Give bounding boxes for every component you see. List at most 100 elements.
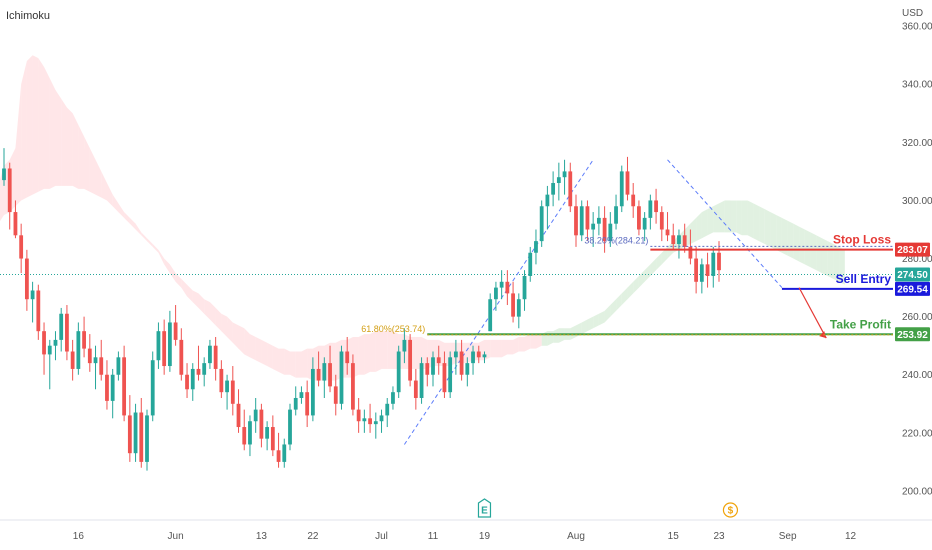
trend-lines[interactable] [403, 159, 783, 445]
candle [419, 363, 424, 398]
candle [213, 345, 218, 369]
time-axis[interactable]: 16 Jun 13 22 Jul 11 19 Aug 15 23 Sep 12 [73, 531, 857, 542]
candle [631, 194, 636, 207]
candle [65, 313, 69, 352]
cloud-segment [26, 55, 33, 198]
cloud-segment [198, 293, 205, 314]
candle [591, 223, 596, 230]
cloud-segment [290, 351, 296, 378]
candle [494, 287, 498, 300]
cloud-segment [66, 107, 73, 186]
cloud-segment [644, 264, 651, 282]
candle [162, 331, 167, 367]
candle [465, 363, 470, 375]
candle [585, 206, 590, 230]
cloud-segment [656, 252, 662, 271]
cloud-segment [118, 203, 125, 218]
cloud-segment [249, 334, 256, 361]
stop-loss-price-tag [895, 242, 930, 257]
trade-levels[interactable]: Stop Loss Sell Entry Take Profit [427, 233, 893, 339]
price-tick-label: 200.00 [902, 486, 932, 497]
cloud-segment [381, 331, 388, 369]
time-tick-label: 12 [845, 531, 857, 542]
time-tick-label: 13 [256, 531, 268, 542]
time-tick-label: 23 [713, 531, 725, 542]
cloud-segment [278, 348, 285, 375]
cloud-segment [558, 328, 565, 343]
cloud-segment [358, 334, 365, 375]
candle [47, 345, 52, 355]
cloud-segment [690, 217, 697, 245]
cloud-segment [661, 246, 668, 265]
cloud-segment [106, 183, 113, 207]
cloud-segment [627, 281, 634, 300]
candle [316, 368, 321, 381]
candle [471, 351, 475, 364]
candle [196, 368, 201, 375]
cloud-segment [553, 328, 559, 343]
event-markers[interactable]: E $ [477, 498, 739, 518]
candle [431, 357, 435, 375]
cloud-segment [770, 212, 777, 250]
cloud-segment [15, 84, 22, 207]
dividend-icon [722, 502, 739, 518]
candle [413, 380, 418, 398]
candle [619, 171, 624, 207]
candle [225, 380, 229, 393]
cloud-segment [158, 249, 165, 265]
candle [265, 427, 270, 439]
cloud-segment [776, 214, 782, 253]
candle [528, 252, 533, 276]
price-tick-label: 220.00 [902, 428, 932, 439]
candle [659, 212, 664, 230]
currency-label: USD [902, 8, 923, 19]
candle [99, 357, 104, 375]
price-tick-label: 260.00 [902, 312, 932, 323]
cloud-segment [719, 200, 725, 233]
sell-entry-label: Sell Entry [836, 272, 892, 286]
current-price-tag [895, 267, 930, 282]
earnings-icon-glyph: E [481, 506, 488, 517]
cloud-segment [616, 293, 622, 311]
candle [368, 418, 372, 425]
cloud-segment [507, 339, 514, 355]
cloud-segment [724, 200, 731, 233]
cloud-segment [364, 334, 371, 375]
cloud-segment [759, 206, 765, 245]
candle [608, 223, 613, 242]
cloud-segment [141, 232, 147, 242]
cloud-segment [221, 313, 228, 337]
cloud-segment [244, 328, 250, 358]
fibonacci-levels[interactable]: 61.80%(253.74) 38.20%(284.21) [361, 235, 893, 336]
cloud-segment [530, 334, 536, 349]
candle [219, 368, 224, 393]
cloud-segment [833, 244, 840, 282]
candle [682, 235, 687, 247]
cloud-segment [696, 212, 702, 242]
cloud-segment [753, 203, 760, 242]
cloud-segment [175, 273, 182, 288]
candle [2, 168, 6, 181]
candle [253, 409, 258, 422]
candle [322, 363, 327, 381]
candle [522, 275, 527, 300]
candle [579, 206, 584, 236]
dividend-icon-glyph: $ [728, 506, 734, 517]
cloud-segment [295, 351, 302, 378]
cloud-segment [741, 200, 748, 236]
price-axis[interactable] [893, 0, 932, 520]
cloud-segment [38, 58, 45, 192]
time-tick-label: 19 [479, 531, 491, 542]
candle [167, 322, 172, 367]
candle [642, 217, 647, 230]
candle [436, 357, 441, 364]
cloud-segment [524, 334, 531, 352]
candle [82, 331, 86, 349]
candle [179, 339, 184, 375]
cloud-segment [701, 209, 708, 239]
candle [305, 392, 310, 416]
cloud-segment [747, 200, 754, 239]
cloud-segment [495, 339, 502, 358]
candle [476, 351, 481, 358]
